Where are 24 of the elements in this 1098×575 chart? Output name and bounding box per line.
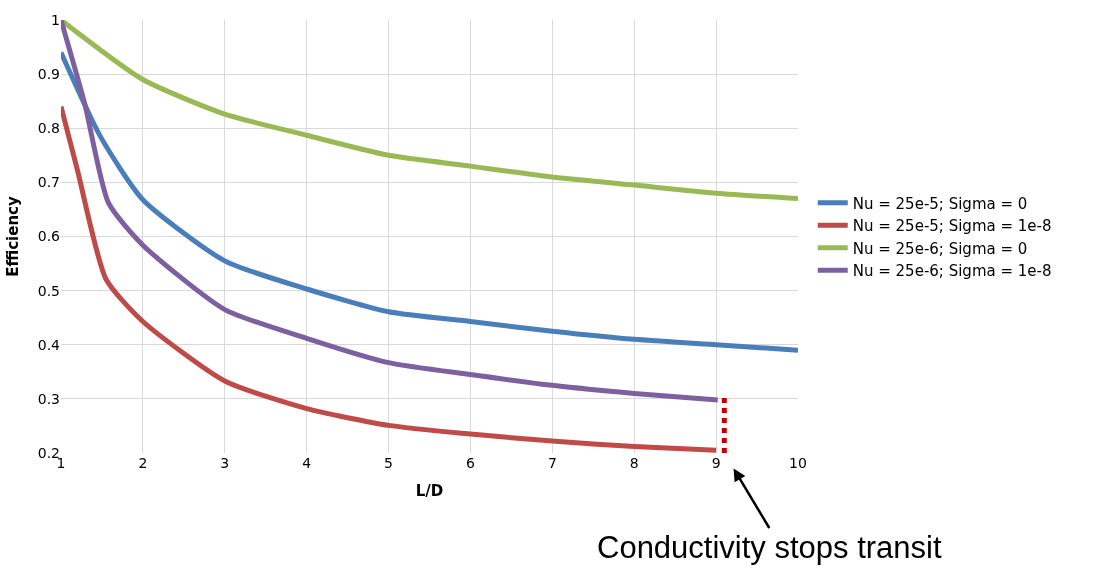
legend-label: Nu = 25e-5; Sigma = 1e-8	[852, 217, 1052, 236]
y-tick-label: 0.6	[37, 228, 61, 245]
x-tick-label: 2	[138, 455, 148, 471]
y-axis-title: Efficiency	[3, 196, 22, 277]
y-tick-label: 0.9	[37, 66, 60, 83]
y-tick-label: 0.7	[37, 174, 60, 191]
x-tick-label: 10	[789, 455, 807, 471]
legend-label: Nu = 25e-5; Sigma = 0	[852, 194, 1028, 213]
x-tick-label: 4	[302, 455, 312, 471]
x-tick-label: 5	[384, 455, 394, 471]
legend-label: Nu = 25e-6; Sigma = 1e-8	[852, 262, 1052, 281]
y-tick-label: 0.5	[37, 282, 60, 299]
y-tick-label: 0.4	[37, 336, 61, 353]
x-tick-label: 6	[465, 455, 475, 471]
text: Conductivity stops transit	[597, 530, 942, 565]
y-tick-label: 1	[51, 11, 60, 28]
legend-label: Nu = 25e-6; Sigma = 0	[852, 239, 1028, 258]
x-tick-label: 8	[629, 455, 639, 471]
x-tick-label: 9	[711, 455, 721, 471]
x-tick-label: 3	[220, 455, 230, 471]
y-tick-label: 0.3	[37, 390, 60, 407]
x-tick-label: 7	[547, 455, 557, 471]
x-axis-title: L/D	[415, 482, 444, 500]
y-tick-label: 0.8	[37, 120, 60, 137]
